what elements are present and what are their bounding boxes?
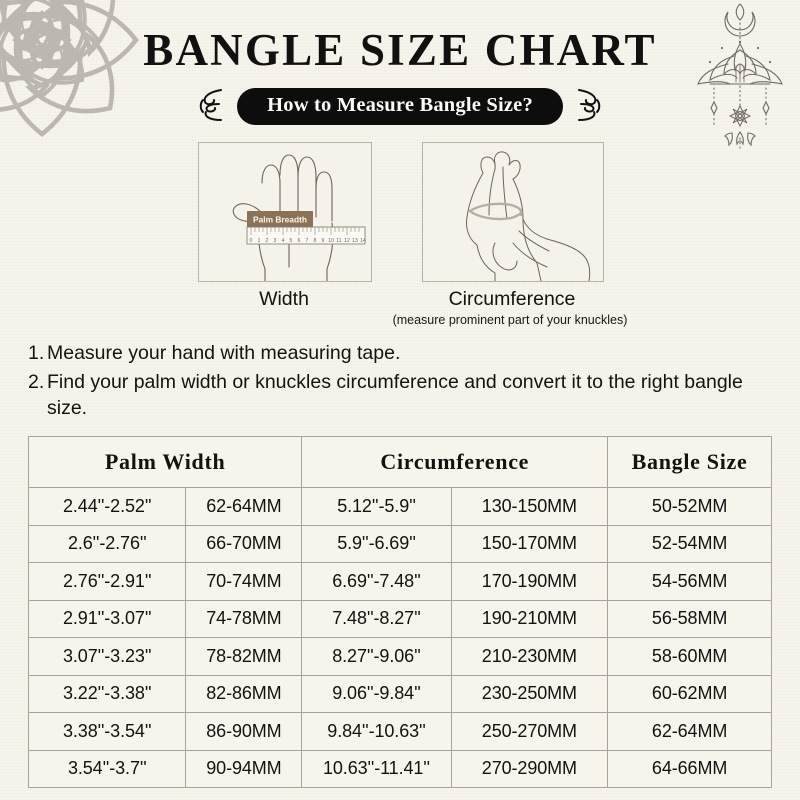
- header-bangle-size: Bangle Size: [607, 436, 772, 488]
- cell-circ-mm: 230-250MM: [450, 674, 609, 713]
- cell-palm-in: 2.76''-2.91'': [27, 562, 187, 601]
- svg-text:5: 5: [290, 238, 293, 244]
- cell-palm-in: 2.6''-2.76'': [27, 524, 187, 563]
- header-circumference: Circumference: [301, 436, 609, 488]
- cell-palm-mm: 78-82MM: [185, 637, 303, 676]
- cell-circ-mm: 210-230MM: [450, 637, 609, 676]
- cell-circ-in: 6.69''-7.48'': [301, 562, 452, 601]
- cell-bangle: 56-58MM: [607, 599, 772, 638]
- cell-palm-mm: 62-64MM: [185, 487, 303, 526]
- cell-palm-mm: 70-74MM: [185, 562, 303, 601]
- cell-bangle: 62-64MM: [607, 712, 772, 751]
- svg-text:4: 4: [282, 238, 285, 244]
- cell-circ-in: 9.06''-9.84'': [301, 674, 452, 713]
- subtitle-badge: How to Measure Bangle Size?: [237, 87, 563, 125]
- cell-circ-mm: 250-270MM: [450, 712, 609, 751]
- table-row: 3.22''-3.38'' 82-86MM 9.06''-9.84'' 230-…: [27, 674, 772, 713]
- table-row: 2.91''-3.07'' 74-78MM 7.48''-8.27'' 190-…: [27, 599, 772, 638]
- cell-bangle: 52-54MM: [607, 524, 772, 563]
- svg-text:0: 0: [250, 238, 253, 244]
- cell-palm-in: 3.54''-3.7'': [27, 749, 187, 788]
- cell-circ-mm: 270-290MM: [450, 749, 609, 788]
- cell-palm-in: 3.22''-3.38'': [27, 674, 187, 713]
- subtitle-row: How to Measure Bangle Size?: [0, 86, 800, 126]
- table-row: 2.44''-2.52'' 62-64MM 5.12''-5.9'' 130-1…: [27, 487, 772, 526]
- svg-text:10: 10: [328, 238, 334, 244]
- svg-text:14: 14: [360, 238, 366, 244]
- palm-breadth-label: Palm Breadth: [247, 211, 313, 227]
- svg-text:Palm Breadth: Palm Breadth: [253, 215, 307, 225]
- instruction-number: 2.: [28, 370, 45, 393]
- flourish-left-icon: [199, 89, 223, 121]
- cell-bangle: 58-60MM: [607, 637, 772, 676]
- cell-palm-mm: 90-94MM: [185, 749, 303, 788]
- svg-text:8: 8: [314, 238, 317, 244]
- cell-circ-in: 8.27''-9.06'': [301, 637, 452, 676]
- svg-text:2: 2: [266, 238, 269, 244]
- bangle-size-table: Palm Width Circumference Bangle Size 2.4…: [27, 436, 772, 788]
- instruction-text: Measure your hand with measuring tape.: [47, 342, 401, 364]
- table-row: 3.54''-3.7'' 90-94MM 10.63''-11.41'' 270…: [27, 749, 772, 788]
- header-palm-width: Palm Width: [27, 436, 303, 488]
- caption-circumference: Circumference: [448, 288, 576, 310]
- svg-text:6: 6: [298, 238, 301, 244]
- cell-circ-mm: 130-150MM: [450, 487, 609, 526]
- caption-circumference-note: (measure prominent part of your knuckles…: [392, 313, 628, 327]
- cell-circ-mm: 170-190MM: [450, 562, 609, 601]
- cell-circ-mm: 190-210MM: [450, 599, 609, 638]
- flourish-right-icon: [577, 89, 601, 121]
- table-row: 2.76''-2.91'' 70-74MM 6.69''-7.48'' 170-…: [27, 562, 772, 601]
- cell-palm-mm: 74-78MM: [185, 599, 303, 638]
- cell-palm-in: 2.91''-3.07'': [27, 599, 187, 638]
- cell-palm-in: 2.44''-2.52'': [27, 487, 187, 526]
- page-title: BANGLE SIZE CHART: [143, 25, 657, 75]
- cell-circ-mm: 150-170MM: [450, 524, 609, 563]
- cell-bangle: 50-52MM: [607, 487, 772, 526]
- table-body: 2.44''-2.52'' 62-64MM 5.12''-5.9'' 130-1…: [27, 487, 772, 788]
- instructions-list: 1. Measure your hand with measuring tape…: [28, 340, 748, 424]
- caption-width: Width: [259, 288, 309, 310]
- cell-palm-mm: 66-70MM: [185, 524, 303, 563]
- instruction-text: Find your palm width or knuckles circumf…: [47, 370, 743, 420]
- table-header-row: Palm Width Circumference Bangle Size: [27, 436, 772, 488]
- instruction-item: 1. Measure your hand with measuring tape…: [28, 340, 748, 367]
- instruction-number: 1.: [28, 342, 45, 364]
- cell-palm-mm: 82-86MM: [185, 674, 303, 713]
- lotus-moon-ornament: [697, 3, 783, 149]
- svg-text:1: 1: [258, 238, 261, 244]
- mandala-corner-ornament: [0, 0, 139, 137]
- table-row: 3.07''-3.23'' 78-82MM 8.27''-9.06'' 210-…: [27, 637, 772, 676]
- svg-text:9: 9: [322, 238, 325, 244]
- cell-palm-in: 3.38''-3.54'': [27, 712, 187, 751]
- cell-circ-in: 7.48''-8.27'': [301, 599, 452, 638]
- hand-knuckles-tape-illustration: [466, 151, 591, 281]
- cell-circ-in: 5.12''-5.9'': [301, 487, 452, 526]
- svg-text:3: 3: [274, 238, 277, 244]
- table-row: 3.38''-3.54'' 86-90MM 9.84''-10.63'' 250…: [27, 712, 772, 751]
- cell-circ-in: 10.63''-11.41'': [301, 749, 452, 788]
- svg-text:12: 12: [344, 238, 350, 244]
- cell-bangle: 54-56MM: [607, 562, 772, 601]
- cell-palm-mm: 86-90MM: [185, 712, 303, 751]
- svg-text:7: 7: [306, 238, 309, 244]
- cell-bangle: 64-66MM: [607, 749, 772, 788]
- table-row: 2.6''-2.76'' 66-70MM 5.9''-6.69'' 150-17…: [27, 524, 772, 563]
- svg-text:13: 13: [352, 238, 358, 244]
- cell-circ-in: 5.9''-6.69'': [301, 524, 452, 563]
- cell-bangle: 60-62MM: [607, 674, 772, 713]
- instruction-item: 2. Find your palm width or knuckles circ…: [28, 369, 748, 422]
- cell-palm-in: 3.07''-3.23'': [27, 637, 187, 676]
- svg-text:11: 11: [336, 238, 341, 244]
- cell-circ-in: 9.84''-10.63'': [301, 712, 452, 751]
- circumference-illustration-panel: [422, 142, 604, 282]
